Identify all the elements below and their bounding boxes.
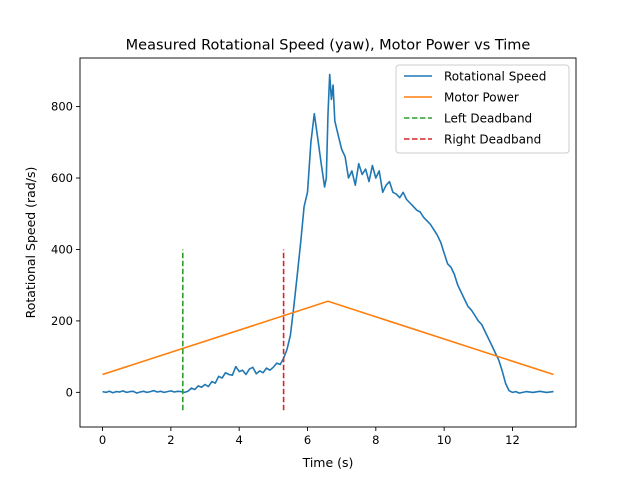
legend: Rotational Speed Motor Power Left Deadband… [395,64,570,154]
x-tick-label: 0 [99,433,106,447]
x-tick-label: 8 [372,433,379,447]
x-tick-label: 6 [304,433,311,447]
y-tick-label: 400 [51,242,73,256]
x-tick-label: 2 [167,433,174,447]
legend-label: Left Deadband [444,112,532,126]
x-axis: 0 2 4 6 8 10 12 [99,427,520,447]
y-tick-label: 0 [66,385,73,399]
legend-label: Rotational Speed [444,70,546,84]
x-axis-label: Time (s) [302,455,354,470]
legend-box [395,64,570,154]
series-rotational-speed [102,73,554,394]
y-tick-label: 200 [51,314,73,328]
x-tick-label: 10 [437,433,452,447]
legend-label: Motor Power [444,91,519,105]
y-axis-label: Rotational Speed (rad/s) [23,167,38,319]
legend-label: Right Deadband [444,133,541,147]
axes-frame [79,57,577,428]
y-axis: 0 200 400 600 800 [51,100,80,399]
y-tick-label: 800 [51,100,73,114]
y-tick-label: 600 [51,171,73,185]
x-tick-label: 12 [505,433,520,447]
x-tick-label: 4 [236,433,243,447]
chart-title: Measured Rotational Speed (yaw), Motor P… [126,38,531,54]
series-motor-power [102,300,554,376]
plot-area [102,73,554,411]
